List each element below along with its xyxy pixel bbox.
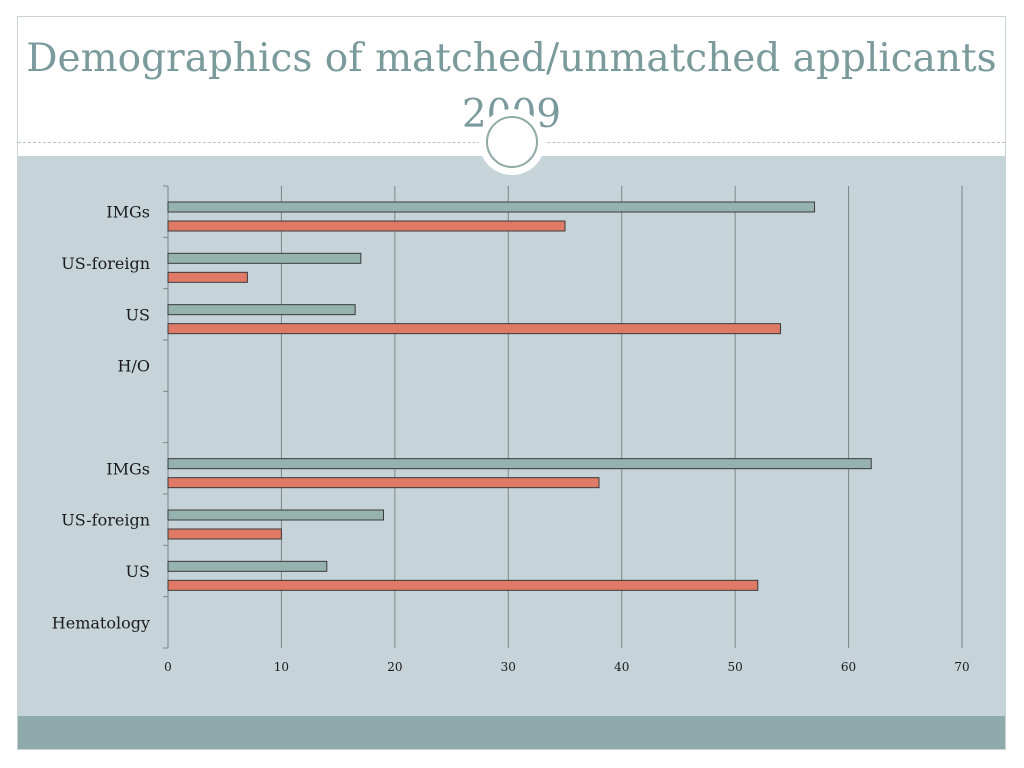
category-label: Hematology: [52, 613, 150, 632]
category-label: US-foreign: [61, 511, 150, 530]
bar-series-2: [167, 323, 782, 335]
category-label: US: [126, 562, 150, 581]
bar-series-2: [167, 579, 759, 591]
x-tick-label: 10: [274, 660, 289, 674]
circle-ornament-icon: [479, 109, 545, 175]
chart-background: [18, 156, 1005, 716]
bar-series-1: [167, 458, 872, 470]
footer-band: [18, 716, 1005, 749]
x-tick-label: 60: [841, 660, 856, 674]
x-tick-label: 70: [954, 660, 969, 674]
bar-series-1: [167, 252, 362, 264]
slide-frame: [17, 16, 1006, 750]
bar-series-1: [167, 509, 385, 521]
bar-series-1: [167, 560, 328, 572]
x-tick-label: 40: [614, 660, 629, 674]
x-tick-label: 30: [501, 660, 516, 674]
category-label: H/O: [118, 357, 150, 376]
bar-series-1: [167, 304, 356, 316]
x-tick-label: 50: [728, 660, 743, 674]
bar-series-2: [167, 477, 600, 489]
category-label: IMGs: [106, 459, 150, 478]
category-label: US: [126, 305, 150, 324]
category-label: US-foreign: [61, 254, 150, 273]
slide-title: Demographics of matched/unmatched applic…: [26, 36, 997, 137]
bar-series-2: [167, 271, 248, 283]
x-tick-label: 20: [387, 660, 402, 674]
bar-series-2: [167, 220, 566, 232]
bar-series-2: [167, 528, 282, 540]
category-label: IMGs: [106, 203, 150, 222]
x-tick-label: 0: [164, 660, 172, 674]
bar-series-1: [167, 201, 816, 213]
